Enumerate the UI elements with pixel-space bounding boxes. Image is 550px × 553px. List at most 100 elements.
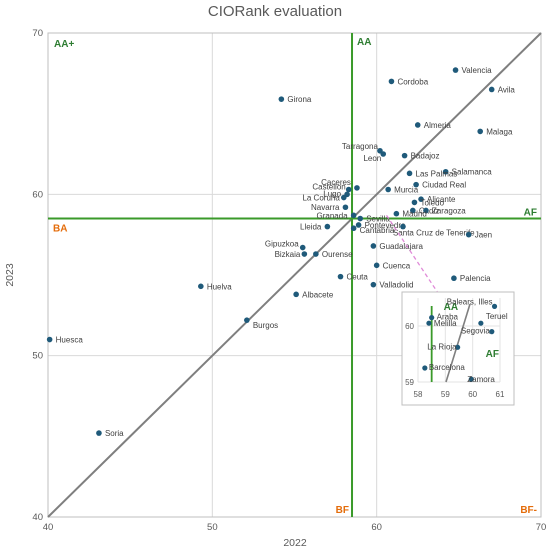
data-point (355, 222, 362, 228)
data-point (393, 210, 400, 217)
y-tick-label: 60 (32, 189, 43, 200)
data-point (357, 215, 364, 222)
point-label: Badajoz (411, 152, 440, 161)
inset-x-tick-label: 59 (441, 390, 450, 399)
point-label: Jaen (475, 231, 492, 240)
tick-labels: 40 50 60 70 40 50 60 70 (32, 28, 546, 533)
data-point (414, 122, 421, 128)
data-point (345, 186, 352, 193)
data-point (410, 207, 416, 214)
x-axis-label: 2022 (283, 537, 307, 549)
inset-point-label: Segovia (461, 327, 490, 336)
inset-diagonal-line (445, 303, 471, 383)
x-tick-label: 50 (207, 522, 218, 533)
point-label: Lleida (300, 223, 322, 232)
data-point (401, 152, 408, 159)
data-point (313, 251, 319, 257)
inset-data-point (426, 320, 432, 326)
point-label: Malaga (486, 127, 513, 136)
point-label: Zaragoza (432, 206, 466, 215)
inset-zone-label: AF (486, 349, 499, 360)
point-label: Valencia (462, 66, 493, 75)
data-point (488, 86, 495, 93)
inset-point-label: Teruel (486, 312, 508, 321)
point-label: Navarra (311, 203, 340, 212)
inset-x-tick-label: 60 (468, 390, 477, 399)
data-point (370, 243, 377, 249)
point-label: Toledo (420, 198, 444, 207)
data-point (373, 262, 380, 269)
inset-point-label: Barcelona (429, 363, 466, 372)
zone-label: BF (336, 505, 349, 516)
data-point (342, 204, 349, 211)
point-label: Ceuta (347, 273, 369, 282)
point-label: Pontevedra (365, 221, 406, 230)
data-point (400, 223, 406, 230)
data-point (96, 430, 102, 436)
point-label: Granada (317, 211, 349, 220)
y-tick-label: 40 (32, 512, 43, 523)
point-label: Leon (363, 154, 381, 163)
data-points: Valencia Cordoba Avila Girona Almeria Malaga T… (46, 66, 516, 438)
point-label: Santa Cruz de Tenerife (393, 229, 475, 238)
x-tick-label: 70 (536, 522, 547, 533)
zone-label: BA (53, 224, 67, 235)
diagonal-line (47, 32, 542, 518)
point-label: Ourense (322, 250, 353, 259)
point-label: Guadalajara (379, 242, 423, 251)
inset-data-point (489, 329, 495, 335)
chart-title: CIORank evaluation (208, 3, 342, 20)
data-point (413, 181, 419, 188)
data-point (299, 244, 306, 251)
data-point (244, 317, 250, 323)
point-label: La Coruña (302, 194, 340, 203)
data-point (406, 170, 413, 177)
zone-label: AF (524, 208, 537, 219)
data-point (442, 168, 449, 175)
data-point (46, 336, 53, 343)
zone-label: AA (357, 37, 371, 48)
point-label: Castellon (312, 182, 345, 191)
point-label: Gipuzkoa (265, 240, 299, 249)
point-label: Sevilla (366, 215, 390, 224)
point-label: Cuenca (383, 261, 411, 270)
data-point (341, 194, 347, 201)
data-point (418, 196, 424, 202)
point-label: Huesca (56, 336, 84, 345)
inset-data-point (455, 344, 461, 350)
point-label: Las Palmas (416, 169, 458, 178)
inset-data-point (468, 376, 474, 382)
inset-point-label: Balears, Illes (447, 297, 493, 306)
data-point (451, 275, 457, 282)
point-label: Burgos (253, 321, 278, 330)
point-label: Valladolid (379, 281, 413, 290)
point-label: Soria (105, 429, 124, 438)
inset-y-tick-label: 59 (405, 378, 414, 387)
inset-data-point (422, 365, 428, 371)
point-label: Huelva (207, 282, 232, 291)
data-point (465, 231, 472, 238)
point-label: Salamanca (452, 168, 493, 177)
inset-pointer-arrow (385, 214, 441, 297)
point-label: Avila (498, 85, 516, 94)
point-label: Caceres (321, 178, 351, 187)
inset-y-tick-label: 60 (405, 322, 414, 331)
inset-point-label: Zamora (467, 375, 495, 384)
point-label: Ciudad Real (422, 181, 466, 190)
data-point (477, 128, 483, 135)
data-point (423, 207, 429, 214)
x-tick-label: 40 (43, 522, 54, 533)
point-label: Cadiz (419, 206, 439, 215)
inset-data-point (429, 315, 435, 321)
reference-lines (47, 32, 542, 518)
zone-labels: AA+ AA AF BA BF BF- (53, 37, 537, 516)
inset-data-point (491, 303, 498, 309)
point-label: Bizkaia (275, 250, 301, 259)
data-point (278, 96, 285, 102)
data-point (350, 225, 357, 232)
point-label: Lugo (323, 189, 341, 198)
data-point (380, 151, 387, 157)
y-tick-label: 50 (32, 351, 43, 362)
